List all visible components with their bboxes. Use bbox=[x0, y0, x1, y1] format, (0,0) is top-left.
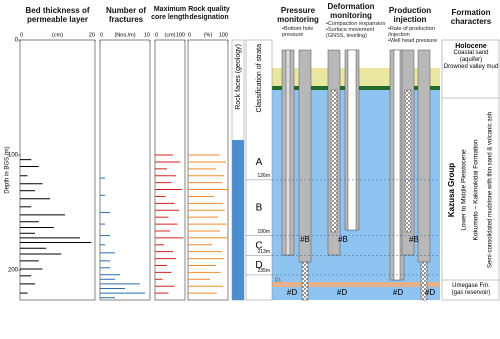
well-item: Well head pressure bbox=[388, 38, 442, 44]
stratum-depth: 190m bbox=[257, 229, 270, 235]
x-tick-label: 20 bbox=[89, 32, 95, 38]
reservoir-layer bbox=[272, 287, 440, 300]
well-label: #B bbox=[409, 235, 419, 244]
well-bore bbox=[285, 49, 291, 256]
stratum-name: A bbox=[256, 157, 263, 168]
rock-face-frame bbox=[231, 39, 245, 301]
well-label: D1 bbox=[275, 277, 282, 283]
panel-frame bbox=[99, 39, 151, 301]
y-tick-label: 100 bbox=[8, 153, 19, 159]
well-casing bbox=[417, 49, 431, 263]
well-title: Deformation monitoring bbox=[327, 2, 375, 20]
rock-faces-label: Rock faces (geology) bbox=[235, 44, 242, 110]
x-tick-label: 0 bbox=[20, 32, 23, 38]
rock-face-column bbox=[232, 140, 244, 300]
panel-title: Maximum core length bbox=[151, 6, 189, 21]
x-tick-label: 100 bbox=[176, 32, 185, 38]
well-label: #B bbox=[300, 235, 310, 244]
stratum-depth: 126m bbox=[257, 173, 270, 179]
stratum-name: B bbox=[256, 202, 263, 213]
well-title: Production injection bbox=[388, 6, 432, 24]
well-bore bbox=[347, 49, 357, 231]
well-item: Surface movement (GNSS, leveling) bbox=[326, 27, 386, 39]
well-casing bbox=[298, 49, 312, 263]
x-tick-label: 10 bbox=[144, 32, 150, 38]
well-screen bbox=[330, 89, 338, 233]
x-tick-label: 0 bbox=[188, 32, 191, 38]
well-items: Bottom hole pressure bbox=[282, 26, 324, 38]
umegase-box: Umegase Fm. (gas reservoir) bbox=[443, 283, 499, 297]
x-tick-label: 100 bbox=[219, 32, 228, 38]
well-items: Rate of production /injectionWell head p… bbox=[388, 26, 442, 44]
umegase-layer bbox=[272, 282, 440, 287]
x-tick-label: 0 bbox=[100, 32, 103, 38]
stratum-depth: 235m bbox=[257, 268, 270, 274]
umegase-title: Umegase Fm. bbox=[452, 283, 490, 289]
x-tick-label: 0 bbox=[155, 32, 158, 38]
holocene-title: Holocene bbox=[455, 43, 487, 50]
well-item: Compaction /expansion bbox=[326, 21, 386, 27]
well-label: #B bbox=[338, 235, 348, 244]
stratum-name: C bbox=[255, 240, 262, 251]
formation-text: Lower to Middle Pleistocene bbox=[461, 149, 468, 231]
formation-frame bbox=[441, 39, 500, 301]
formation-text: Kokumoto ~ Kakinokidai Formation bbox=[473, 139, 480, 240]
panel-frame bbox=[19, 39, 96, 301]
panel-title: Bed thickness of permeable layer bbox=[25, 6, 90, 24]
well-screen bbox=[301, 261, 309, 301]
axis-label: Depth in BGS (m) bbox=[5, 146, 11, 193]
panel-frame bbox=[154, 39, 186, 301]
y-tick-label: 200 bbox=[8, 268, 19, 274]
panel-frame bbox=[187, 39, 229, 301]
well-label: #D bbox=[287, 288, 297, 297]
holocene-box: Holocene Coastal sand (aquifer) Drowned … bbox=[443, 43, 499, 71]
well-item: Bottom hole pressure bbox=[282, 26, 324, 38]
well-label: #D bbox=[337, 288, 347, 297]
panel-unit: (Nos./m) bbox=[114, 32, 135, 38]
well-screen bbox=[404, 89, 412, 233]
panel-title: Rock quality designation bbox=[188, 6, 230, 21]
wells bbox=[281, 49, 431, 301]
panel-title: Number of fractures bbox=[106, 6, 146, 24]
well-item: Rate of production /injection bbox=[388, 26, 442, 38]
holocene-item: Coastal sand (aquifer) bbox=[453, 50, 489, 63]
umegase-note: (gas reservoir) bbox=[451, 290, 491, 296]
well-label: #D bbox=[425, 288, 435, 297]
well-bore bbox=[393, 49, 401, 281]
well-screen bbox=[420, 261, 428, 301]
classification-label: Classification of strata bbox=[256, 44, 263, 113]
holocene-item: Drowned valley mud bbox=[443, 64, 499, 70]
y-tick-label: 0 bbox=[15, 38, 19, 44]
formation-title: Formation characters bbox=[450, 8, 492, 26]
panel-unit: (cm) bbox=[52, 32, 63, 38]
formation-text: Kazusa Group bbox=[447, 163, 456, 217]
stratum-name: D bbox=[255, 260, 262, 271]
well-items: Compaction /expansionSurface movement (G… bbox=[326, 21, 386, 39]
formation-text: Semi-consolidated mudstone with thin san… bbox=[488, 112, 494, 268]
stratum-depth: 213m bbox=[257, 249, 270, 255]
well-title: Pressure monitoring bbox=[277, 6, 319, 24]
panel-unit: (%) bbox=[204, 32, 213, 38]
classification-frame bbox=[245, 39, 273, 301]
well-label: #D bbox=[393, 288, 403, 297]
panel-unit: (cm) bbox=[165, 32, 176, 38]
